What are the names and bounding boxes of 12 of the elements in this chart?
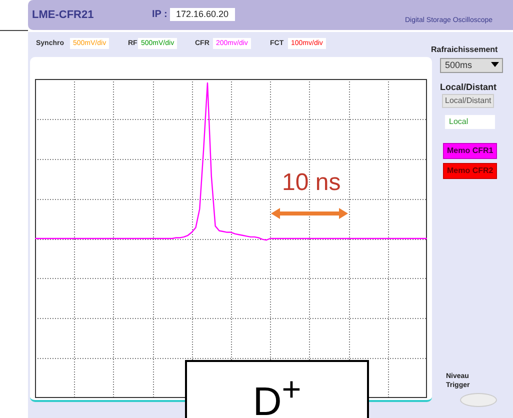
text: Local/Distant	[440, 82, 497, 92]
text: IP :	[152, 9, 168, 20]
text: 500ms	[445, 60, 472, 70]
text: Memo CFR1	[447, 146, 494, 155]
text: Memo CFR2	[447, 166, 494, 175]
text: 172.16.60.20	[176, 9, 229, 19]
text: Rafraichissement	[431, 45, 498, 54]
text: Local	[449, 117, 468, 126]
annotation: 10 ns	[282, 169, 341, 196]
text: D$^{+}$	[252, 372, 302, 418]
text: Local/Distant	[445, 96, 492, 105]
text: LME-CFR21	[32, 9, 94, 21]
